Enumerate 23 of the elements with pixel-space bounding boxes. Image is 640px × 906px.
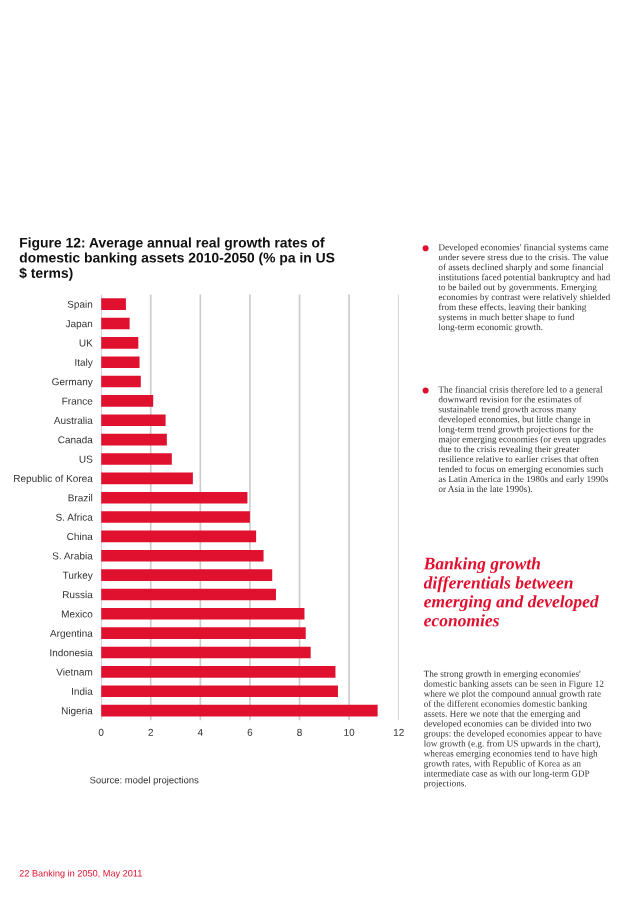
bar	[101, 491, 248, 504]
bar	[101, 414, 166, 427]
bar	[101, 685, 338, 698]
bar	[101, 317, 130, 330]
bar	[101, 530, 257, 543]
bar	[101, 375, 141, 388]
bar	[101, 433, 167, 446]
bar	[101, 608, 305, 620]
bar	[101, 337, 139, 349]
bar	[101, 453, 172, 465]
bar	[101, 511, 250, 523]
bar	[101, 666, 336, 678]
bar	[101, 646, 311, 659]
bar	[101, 549, 264, 562]
bar	[101, 569, 273, 581]
bar	[101, 472, 193, 485]
bar	[101, 395, 154, 407]
bar	[101, 588, 276, 601]
bar	[101, 627, 306, 639]
bar	[101, 356, 140, 368]
bar	[101, 704, 378, 717]
text: Banking growth differentials between emerging and developed economies	[423, 557, 599, 627]
bar	[101, 298, 126, 310]
